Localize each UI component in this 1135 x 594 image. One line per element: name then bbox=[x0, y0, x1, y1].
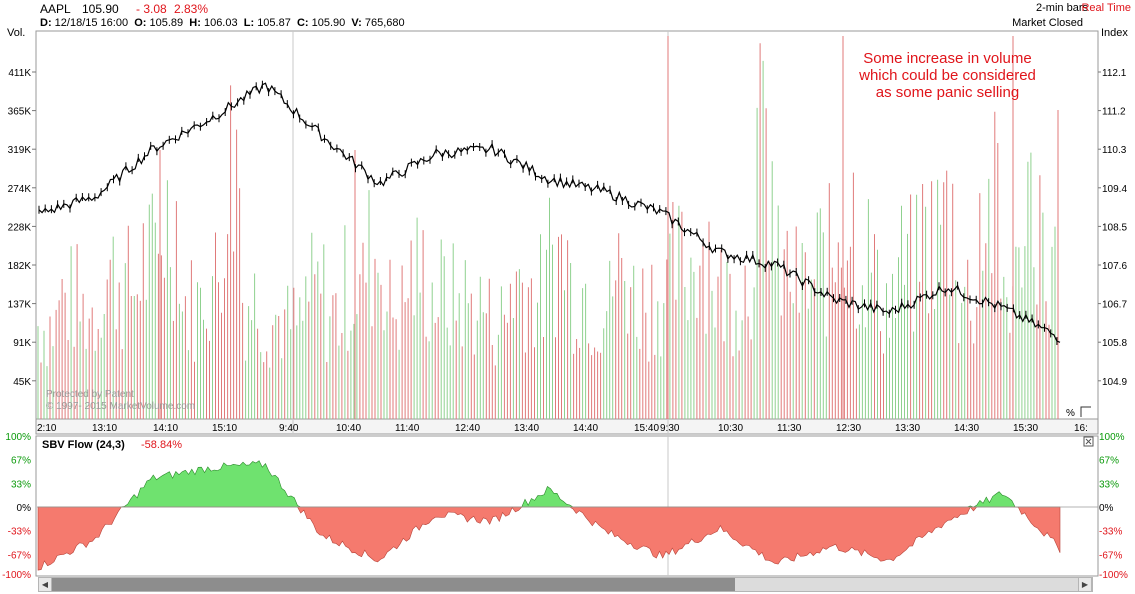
close-value: 105.90 bbox=[311, 17, 346, 29]
date-label: D: bbox=[40, 17, 52, 29]
time-axis: 2:10 13:10 14:10 15:10 9:40 10:40 11:40 12:40 13… bbox=[37, 423, 1088, 434]
time-tick-label: 13:40 bbox=[514, 423, 539, 434]
price-tick-label: 111.2 bbox=[1102, 107, 1126, 118]
time-tick-label: 10:30 bbox=[718, 423, 743, 434]
volume-axis: 411K 365K 319K 274K 228K 182K 137K 91K 45K bbox=[8, 68, 36, 388]
volume-axis-title: Vol. bbox=[7, 27, 26, 39]
sbv-right-tick: -100% bbox=[1099, 570, 1128, 581]
watermark-line1: Protected by Patent bbox=[46, 389, 134, 400]
time-tick-label: 14:10 bbox=[153, 423, 178, 434]
price-tick-label: 104.9 bbox=[1102, 377, 1127, 388]
chart-annotation: Some increase in volume which could be c… bbox=[859, 50, 1036, 101]
sbv-flow-area bbox=[37, 460, 1098, 571]
corner-icon[interactable] bbox=[1080, 406, 1091, 417]
date-value: 12/18/15 16:00 bbox=[54, 17, 129, 29]
sbv-right-tick: -67% bbox=[1099, 551, 1122, 562]
percent-toggle-label[interactable]: % bbox=[1066, 408, 1075, 419]
sbv-left-tick: -67% bbox=[8, 551, 31, 562]
price-tick-label: 112.1 bbox=[1102, 68, 1127, 79]
scroll-right-button[interactable]: ▶ bbox=[1078, 577, 1092, 592]
volume-tick-label: 137K bbox=[8, 300, 32, 311]
sbv-left-tick: 0% bbox=[17, 503, 32, 514]
time-tick-label: 15:10 bbox=[212, 423, 237, 434]
scrollbar-thumb[interactable] bbox=[52, 578, 735, 591]
time-tick-label: 15:30 bbox=[1013, 423, 1038, 434]
time-tick-label: 11:30 bbox=[777, 423, 802, 434]
chart-header: AAPL 105.90 - 3.08 2.83% D: 12/18/15 16:… bbox=[0, 0, 1135, 30]
realtime-label[interactable]: Real Time bbox=[1081, 2, 1131, 14]
price-series bbox=[38, 80, 1061, 345]
sbv-negative-area bbox=[37, 506, 1061, 571]
time-axis-strip bbox=[35, 418, 1099, 435]
time-tick-label: 13:10 bbox=[92, 423, 117, 434]
high-label: H: bbox=[189, 17, 201, 29]
sbv-right-tick: 67% bbox=[1099, 455, 1119, 466]
price-axis-title: Index bbox=[1101, 27, 1128, 39]
price-tick-label: 109.4 bbox=[1102, 184, 1127, 195]
indicator-pane-frame bbox=[35, 435, 1099, 577]
volume-tick-label: 319K bbox=[8, 145, 32, 156]
watermark-line2: © 1997- 2015 MarketVolume.com bbox=[46, 401, 196, 412]
open-label: O: bbox=[134, 17, 147, 29]
time-tick-label: 15:40 bbox=[634, 423, 659, 434]
sbv-left-tick: 100% bbox=[5, 432, 31, 443]
sbv-right-tick: 0% bbox=[1099, 503, 1114, 514]
volume-bars bbox=[37, 36, 1059, 419]
sbv-right-tick: 33% bbox=[1099, 480, 1119, 491]
sbv-left-tick: -33% bbox=[8, 526, 31, 537]
close-label: C: bbox=[296, 17, 309, 29]
price-tick-label: 108.5 bbox=[1102, 222, 1127, 233]
high-value: 106.03 bbox=[203, 17, 238, 29]
price-tick-label: 110.3 bbox=[1102, 145, 1127, 156]
sbv-left-tick: 33% bbox=[11, 480, 31, 491]
sbv-left-tick: 67% bbox=[11, 455, 31, 466]
sbv-right-tick: -33% bbox=[1099, 526, 1122, 537]
price-tick-label: 106.7 bbox=[1102, 300, 1127, 311]
time-tick-label: 10:40 bbox=[336, 423, 361, 434]
volume-value: 765,680 bbox=[364, 17, 405, 29]
time-tick-label: 14:40 bbox=[573, 423, 598, 434]
price-line bbox=[38, 82, 1061, 343]
bar-interval[interactable]: 2-min bars bbox=[1036, 2, 1088, 14]
price-axis: 112.1 111.2 110.3 109.4 108.5 107.6 106.7 105.8… bbox=[1098, 68, 1127, 388]
volume-label: V: bbox=[351, 17, 362, 29]
indicator-close-icon[interactable] bbox=[1083, 436, 1094, 447]
volume-tick-label: 365K bbox=[8, 107, 32, 118]
volume-tick-label: 274K bbox=[8, 184, 32, 195]
price-tick-label: 105.8 bbox=[1102, 338, 1127, 349]
symbol-label: AAPL bbox=[40, 2, 71, 16]
scroll-left-button[interactable]: ◀ bbox=[38, 577, 52, 592]
sbv-left-tick: -100% bbox=[2, 570, 31, 581]
sbv-positive-area bbox=[38, 460, 1060, 508]
volume-tick-label: 228K bbox=[8, 222, 32, 233]
time-tick-label: 11:40 bbox=[395, 423, 420, 434]
low-value: 105.87 bbox=[257, 17, 291, 29]
sbv-right-tick: 100% bbox=[1099, 432, 1125, 443]
indicator-name: SBV Flow bbox=[42, 439, 93, 451]
time-tick-label: 16: bbox=[1074, 423, 1088, 434]
ohlc-line: D: 12/18/15 16:00 O: 105.89 H: 106.03 L:… bbox=[40, 17, 405, 29]
time-tick-label: 13:30 bbox=[895, 423, 920, 434]
indicator-value: -58.84% bbox=[141, 439, 182, 451]
time-tick-label: 14:30 bbox=[954, 423, 979, 434]
price-change: - 3.08 bbox=[136, 2, 167, 16]
price-tick-label: 107.6 bbox=[1102, 261, 1127, 272]
open-value: 105.89 bbox=[149, 17, 184, 29]
time-tick-label: 9:40 bbox=[279, 423, 299, 434]
price-change-pct: 2.83% bbox=[174, 2, 209, 16]
market-status: Market Closed bbox=[1012, 17, 1083, 29]
low-label: L: bbox=[243, 17, 255, 29]
volume-tick-label: 45K bbox=[13, 377, 31, 388]
time-tick-label: 2:10 bbox=[37, 423, 57, 434]
time-tick-label: 9:30 bbox=[660, 423, 680, 434]
time-tick-label: 12:30 bbox=[836, 423, 861, 434]
last-price: 105.90 bbox=[82, 2, 119, 16]
indicator-params: (24,3) bbox=[96, 439, 125, 451]
sbv-axis: 100% 67% 33% 0% -33% -67% -100% 100% 67% 33% 0% -33… bbox=[2, 432, 1128, 581]
volume-tick-label: 411K bbox=[8, 68, 31, 79]
time-tick-label: 12:40 bbox=[455, 423, 480, 434]
volume-tick-label: 182K bbox=[8, 261, 32, 272]
volume-tick-label: 91K bbox=[13, 338, 31, 349]
